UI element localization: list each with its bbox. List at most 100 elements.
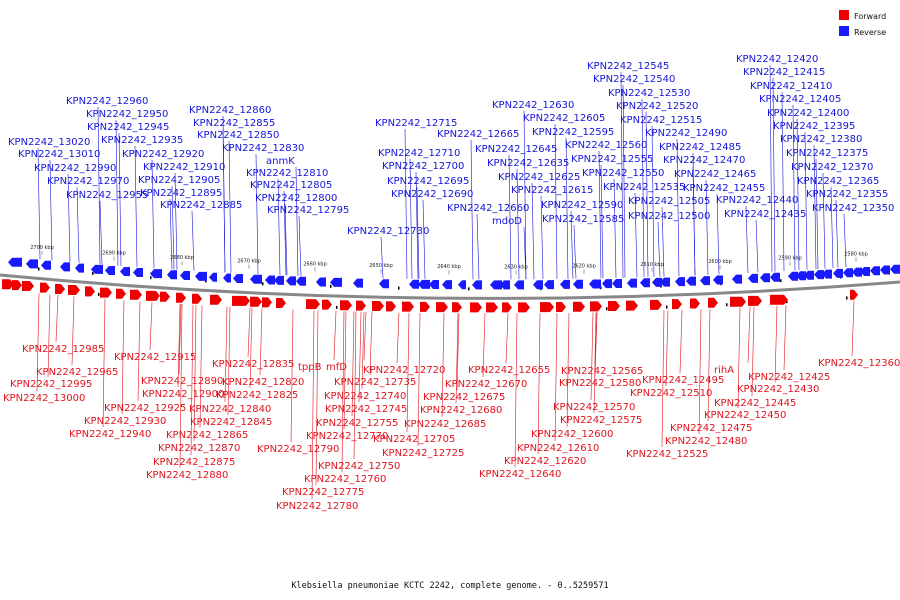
forward-gene-arrow[interactable]	[540, 302, 554, 313]
reverse-gene-arrow[interactable]	[602, 279, 612, 289]
reverse-gene-arrow[interactable]	[353, 278, 363, 288]
forward-gene-label[interactable]: KPN2242_12640	[479, 469, 561, 480]
forward-gene-label[interactable]: KPN2242_12680	[420, 405, 502, 416]
reverse-gene-arrow[interactable]	[814, 270, 824, 280]
forward-gene-label[interactable]: KPN2242_12740	[324, 391, 406, 402]
forward-gene-label[interactable]: KPN2242_12580	[559, 378, 641, 389]
reverse-gene-label[interactable]: KPN2242_12625	[498, 172, 580, 183]
reverse-gene-label[interactable]: KPN2242_12370	[791, 162, 873, 173]
reverse-gene-arrow[interactable]	[573, 279, 583, 289]
forward-gene-arrow[interactable]	[250, 296, 262, 307]
reverse-gene-label[interactable]: KPN2242_12615	[511, 185, 593, 196]
reverse-gene-label[interactable]: KPN2242_12885	[160, 200, 242, 211]
forward-gene-arrow[interactable]	[322, 299, 332, 310]
forward-gene-label[interactable]: KPN2242_12675	[423, 392, 505, 403]
reverse-gene-label[interactable]: KPN2242_12850	[197, 130, 279, 141]
forward-gene-label[interactable]: KPN2242_12755	[316, 418, 398, 429]
reverse-gene-arrow[interactable]	[209, 272, 217, 282]
reverse-gene-arrow[interactable]	[286, 276, 296, 286]
forward-gene-arrow[interactable]	[672, 299, 682, 310]
reverse-gene-arrow[interactable]	[75, 263, 84, 273]
forward-gene-arrow[interactable]	[356, 300, 366, 311]
reverse-gene-label[interactable]: KPN2242_12555	[571, 154, 653, 165]
forward-gene-arrow[interactable]	[130, 289, 142, 300]
reverse-gene-label[interactable]: KPN2242_12630	[492, 100, 574, 111]
reverse-gene-label[interactable]: KPN2242_12955	[66, 190, 148, 201]
forward-gene-arrow[interactable]	[68, 285, 80, 296]
reverse-gene-label[interactable]: KPN2242_12535	[603, 182, 685, 193]
reverse-gene-label[interactable]: KPN2242_12515	[620, 115, 702, 126]
reverse-gene-arrow[interactable]	[316, 277, 326, 287]
forward-gene-label[interactable]: KPN2242_12575	[560, 415, 642, 426]
reverse-gene-arrow[interactable]	[788, 271, 798, 281]
reverse-gene-arrow[interactable]	[612, 278, 622, 288]
reverse-gene-arrow[interactable]	[748, 273, 758, 283]
forward-gene-label[interactable]: KPN2242_12425	[748, 372, 830, 383]
reverse-gene-arrow[interactable]	[233, 273, 243, 283]
forward-gene-label[interactable]: KPN2242_12720	[363, 365, 445, 376]
reverse-gene-label[interactable]: KPN2242_12665	[437, 129, 519, 140]
forward-gene-arrow[interactable]	[708, 297, 718, 308]
forward-gene-label[interactable]: KPN2242_12870	[158, 443, 240, 454]
reverse-gene-label[interactable]: KPN2242_12530	[608, 88, 690, 99]
forward-gene-arrow[interactable]	[232, 295, 250, 306]
reverse-gene-label[interactable]: KPN2242_12395	[773, 121, 855, 132]
forward-gene-label[interactable]: KPN2242_12915	[114, 352, 196, 363]
reverse-gene-label[interactable]: KPN2242_12730	[347, 226, 429, 237]
reverse-gene-label[interactable]: KPN2242_12645	[475, 144, 557, 155]
reverse-gene-label[interactable]: KPN2242_12920	[122, 149, 204, 160]
forward-gene-arrow[interactable]	[22, 281, 34, 292]
forward-gene-label[interactable]: KPN2242_12525	[626, 449, 708, 460]
forward-gene-label[interactable]: KPN2242_12900	[142, 389, 224, 400]
forward-gene-arrow[interactable]	[850, 289, 858, 300]
reverse-gene-arrow[interactable]	[133, 267, 143, 277]
reverse-gene-label[interactable]: KPN2242_12715	[375, 118, 457, 129]
forward-gene-arrow[interactable]	[626, 300, 638, 311]
forward-gene-label[interactable]: KPN2242_12705	[373, 434, 455, 445]
reverse-gene-arrow[interactable]	[890, 264, 900, 274]
reverse-gene-label[interactable]: KPN2242_12830	[222, 143, 304, 154]
reverse-gene-arrow[interactable]	[713, 275, 723, 285]
reverse-gene-arrow[interactable]	[195, 271, 207, 281]
reverse-gene-label[interactable]: KPN2242_12410	[750, 81, 832, 92]
reverse-gene-label[interactable]: KPN2242_12635	[487, 158, 569, 169]
forward-gene-arrow[interactable]	[690, 298, 700, 309]
forward-gene-label[interactable]: KPN2242_12965	[36, 367, 118, 378]
forward-gene-arrow[interactable]	[116, 288, 126, 299]
reverse-gene-label[interactable]: KPN2242_12355	[806, 189, 888, 200]
reverse-gene-arrow[interactable]	[700, 276, 710, 286]
reverse-gene-label[interactable]: KPN2242_12605	[523, 113, 605, 124]
reverse-gene-label[interactable]: KPN2242_12935	[101, 135, 183, 146]
reverse-gene-label[interactable]: KPN2242_12420	[736, 54, 818, 65]
forward-gene-label[interactable]: KPN2242_12510	[630, 388, 712, 399]
forward-gene-label[interactable]: KPN2242_12995	[10, 379, 92, 390]
reverse-gene-arrow[interactable]	[833, 268, 843, 278]
reverse-gene-arrow[interactable]	[265, 275, 275, 285]
forward-gene-arrow[interactable]	[436, 302, 448, 313]
reverse-gene-label[interactable]: KPN2242_12695	[387, 176, 469, 187]
forward-gene-label[interactable]: KPN2242_12985	[22, 344, 104, 355]
forward-gene-label[interactable]: KPN2242_12890	[141, 376, 223, 387]
forward-gene-label[interactable]: KPN2242_12825	[216, 390, 298, 401]
reverse-gene-arrow[interactable]	[41, 260, 51, 270]
reverse-gene-label[interactable]: KPN2242_13020	[8, 137, 90, 148]
reverse-gene-label[interactable]: KPN2242_12960	[66, 96, 148, 107]
forward-gene-arrow[interactable]	[556, 301, 566, 312]
forward-gene-label[interactable]: KPN2242_12620	[504, 456, 586, 467]
reverse-gene-label[interactable]: KPN2242_12950	[86, 109, 168, 120]
forward-gene-label[interactable]: KPN2242_12750	[318, 461, 400, 472]
reverse-gene-arrow[interactable]	[533, 280, 543, 290]
reverse-gene-arrow[interactable]	[796, 271, 806, 281]
reverse-gene-label[interactable]: KPN2242_13010	[18, 149, 100, 160]
forward-gene-label[interactable]: KPN2242_12685	[404, 419, 486, 430]
forward-gene-label[interactable]: KPN2242_12770	[306, 431, 388, 442]
reverse-gene-label[interactable]: KPN2242_12405	[759, 94, 841, 105]
reverse-gene-arrow[interactable]	[442, 280, 452, 290]
forward-gene-label[interactable]: KPN2242_12735	[334, 377, 416, 388]
reverse-gene-arrow[interactable]	[26, 259, 38, 269]
reverse-gene-label[interactable]: KPN2242_12990	[34, 163, 116, 174]
reverse-gene-arrow[interactable]	[804, 270, 814, 280]
reverse-gene-label[interactable]: KPN2242_12660	[447, 203, 529, 214]
reverse-gene-arrow[interactable]	[686, 276, 696, 286]
forward-gene-arrow[interactable]	[2, 279, 14, 290]
